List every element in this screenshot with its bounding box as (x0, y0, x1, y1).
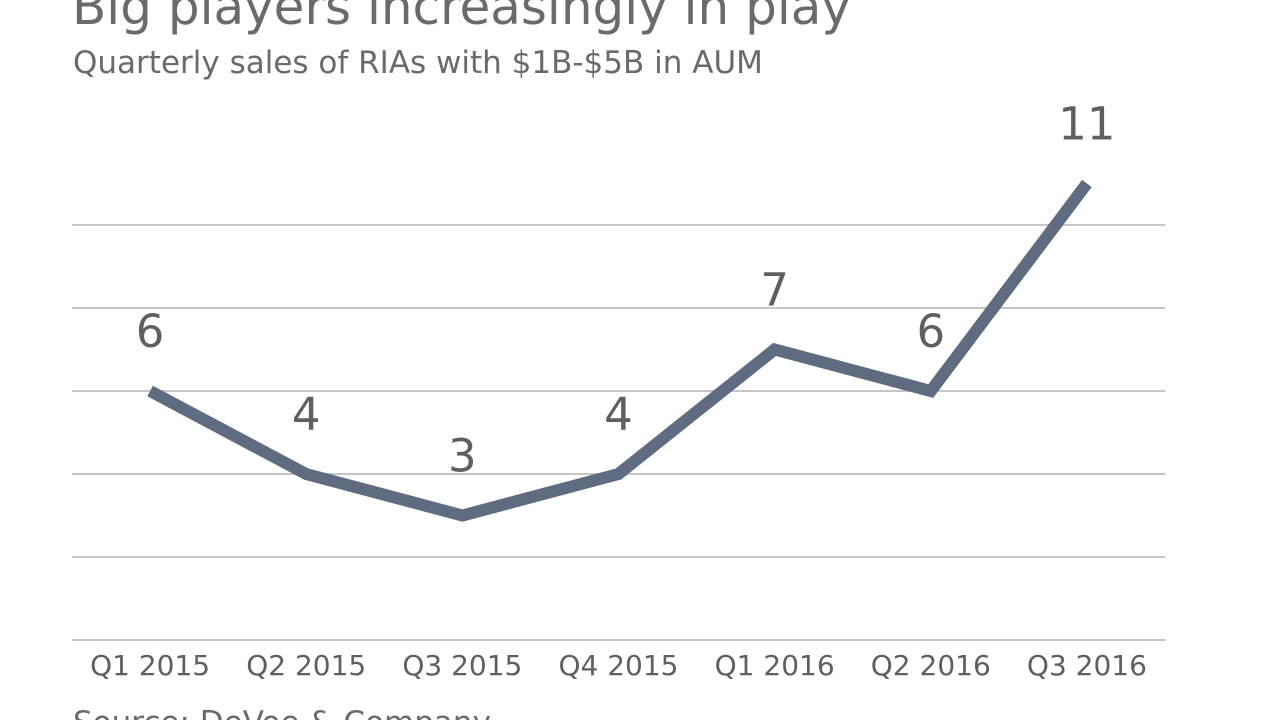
chart-source: Source: DeVoe & Company (73, 703, 491, 720)
x-tick-label-6: Q3 2016 (1027, 649, 1147, 682)
x-tick-label-0: Q1 2015 (90, 649, 210, 682)
data-label-6: 11 (1058, 98, 1115, 151)
chart-title: Big players increasingly in play (72, 0, 851, 36)
chart-subtitle: Quarterly sales of RIAs with $1B-$5B in … (73, 45, 763, 81)
data-label-1: 4 (292, 388, 321, 441)
x-tick-label-1: Q2 2015 (246, 649, 366, 682)
series-group (147, 179, 1092, 522)
series-line-0 (147, 179, 1092, 522)
data-label-0: 6 (136, 305, 165, 358)
data-label-5: 6 (916, 305, 945, 358)
x-tick-label-4: Q1 2016 (715, 649, 835, 682)
data-label-3: 4 (604, 388, 633, 441)
data-label-4: 7 (760, 264, 789, 317)
x-axis-ticks: Q1 2015 Q2 2015 Q3 2015 Q4 2015 Q1 2016 Q2 20… (90, 649, 1147, 682)
x-tick-label-3: Q4 2015 (558, 649, 678, 682)
x-tick-label-5: Q2 2016 (871, 649, 991, 682)
x-tick-label-2: Q3 2015 (402, 649, 522, 682)
data-label-2: 3 (448, 430, 477, 483)
data-labels: 6 4 3 4 7 6 11 (136, 98, 1116, 483)
